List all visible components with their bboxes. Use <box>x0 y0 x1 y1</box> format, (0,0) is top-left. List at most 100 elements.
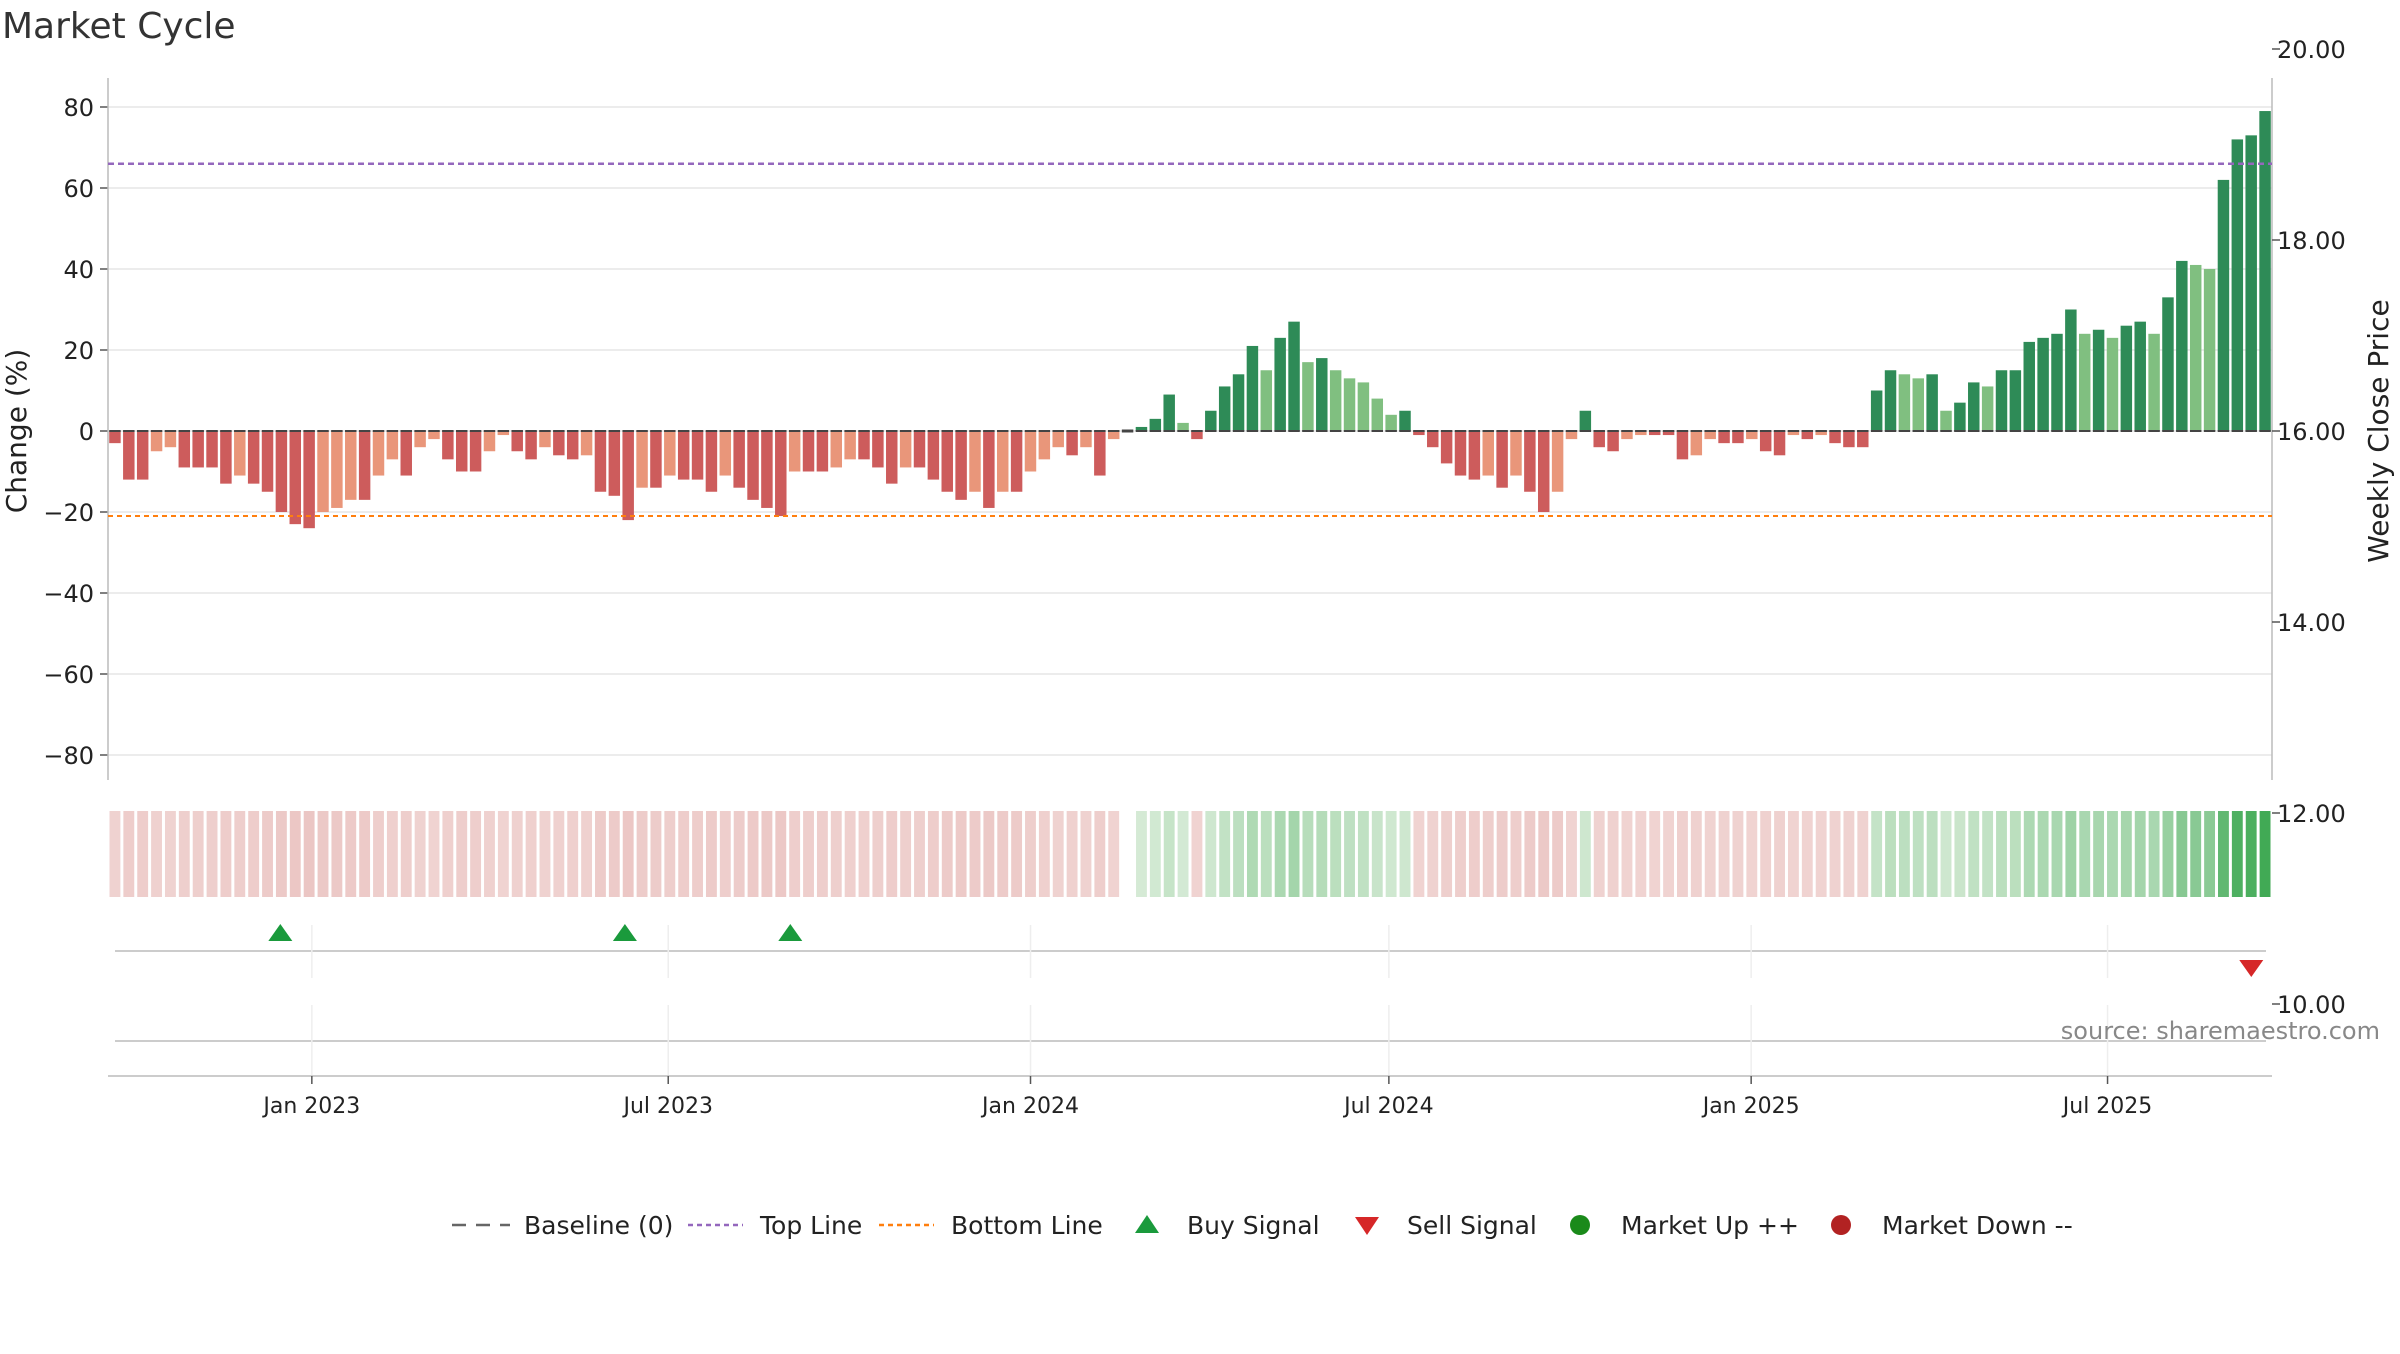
heat-cell <box>1538 811 1550 897</box>
bar <box>664 431 676 476</box>
heat-cell <box>1219 811 1231 897</box>
bar <box>858 431 870 460</box>
bar <box>1940 410 1952 431</box>
heat-cell <box>955 811 967 897</box>
bar <box>303 431 315 529</box>
bar <box>1066 431 1078 456</box>
bar <box>247 431 260 484</box>
bar <box>109 431 121 444</box>
x-tick-label: Jul 2025 <box>2061 1094 2153 1119</box>
heat-cell <box>1787 811 1799 897</box>
heat-cell <box>1621 811 1633 897</box>
bar <box>566 431 579 460</box>
heat-cell <box>1385 811 1397 897</box>
bar <box>289 431 302 525</box>
heat-cell <box>2231 811 2243 897</box>
heat-cell <box>1732 811 1744 897</box>
heat-cell <box>595 811 606 897</box>
y-tick-label: −40 <box>43 580 94 608</box>
legend-swatch-sell <box>1355 1217 1379 1235</box>
legend-label: Baseline (0) <box>524 1211 673 1240</box>
bar <box>358 431 371 500</box>
heat-cell <box>414 811 426 897</box>
bar <box>1662 431 1675 436</box>
x-tick-label: Jan 2024 <box>980 1094 1079 1119</box>
bar <box>1829 431 1841 444</box>
legend-label: Sell Signal <box>1407 1211 1537 1240</box>
bar <box>123 431 135 480</box>
bar <box>2120 325 2133 431</box>
heat-cell <box>1191 811 1203 897</box>
heat-cell <box>1801 811 1813 897</box>
bar <box>1191 431 1203 440</box>
bar <box>1968 382 1980 431</box>
heat-cell <box>511 811 523 897</box>
heat-cell <box>927 811 939 897</box>
heat-cell <box>1857 811 1869 897</box>
bar <box>1690 431 1703 456</box>
heat-cell <box>1524 811 1536 897</box>
bar <box>677 431 690 480</box>
bar <box>733 431 745 488</box>
bar <box>775 431 787 517</box>
chart-title: Market Cycle <box>2 6 236 47</box>
bar <box>345 431 357 500</box>
bar <box>1399 410 1411 431</box>
y2-axis-title: Weekly Close Price <box>2362 299 2395 562</box>
heat-cell <box>803 811 814 897</box>
heat-cell <box>830 811 842 897</box>
x-tick-label: Jan 2023 <box>261 1094 360 1119</box>
bar <box>1177 422 1189 431</box>
heat-cell <box>234 811 246 897</box>
bar <box>1759 431 1772 452</box>
bar <box>455 431 468 472</box>
bar <box>2176 260 2188 431</box>
heat-cell <box>2023 811 2035 897</box>
legend-swatch-circle <box>1831 1215 1851 1235</box>
bar <box>372 431 385 476</box>
heat-cell <box>2176 811 2188 897</box>
heat-cell <box>1052 811 1064 897</box>
heat-cell <box>678 811 690 897</box>
heat-cell <box>664 811 676 897</box>
heat-cell <box>151 811 162 897</box>
bar <box>941 431 953 492</box>
heat-cell <box>2259 811 2271 897</box>
bar <box>2009 370 2022 431</box>
y-tick-label: −80 <box>43 742 94 770</box>
x-tick-label: Jul 2023 <box>621 1094 713 1119</box>
bar <box>1135 426 1148 431</box>
legend-label: Market Down -- <box>1882 1211 2073 1240</box>
bar <box>899 431 912 468</box>
heat-cell <box>1468 811 1480 897</box>
heat-cell <box>1482 811 1494 897</box>
bar <box>594 431 607 492</box>
buy-signal-marker <box>268 924 293 941</box>
bar <box>1218 386 1231 431</box>
bar <box>1454 431 1467 476</box>
heat-cell <box>539 811 551 897</box>
heat-cell <box>858 811 870 897</box>
heat-cell <box>178 811 190 897</box>
heat-cell <box>2162 811 2174 897</box>
heat-cell <box>1288 811 1300 897</box>
heat-cell <box>1427 811 1439 897</box>
heat-cell <box>386 811 398 897</box>
bar <box>1815 431 1827 436</box>
heat-cell <box>2051 811 2063 897</box>
heat-cell <box>1607 811 1619 897</box>
heat-cell <box>1413 811 1425 897</box>
y-tick-label: 60 <box>63 175 94 203</box>
bar <box>2245 135 2257 431</box>
heat-cell <box>2093 811 2105 897</box>
heat-cell <box>1704 811 1716 897</box>
bar <box>830 431 843 468</box>
bar <box>1010 431 1023 492</box>
bar <box>844 431 856 460</box>
bar <box>1676 431 1689 460</box>
heat-cell <box>317 811 329 897</box>
bar <box>608 431 621 496</box>
bar <box>1524 431 1536 492</box>
heat-cell <box>1163 811 1175 897</box>
bar <box>2023 341 2035 431</box>
